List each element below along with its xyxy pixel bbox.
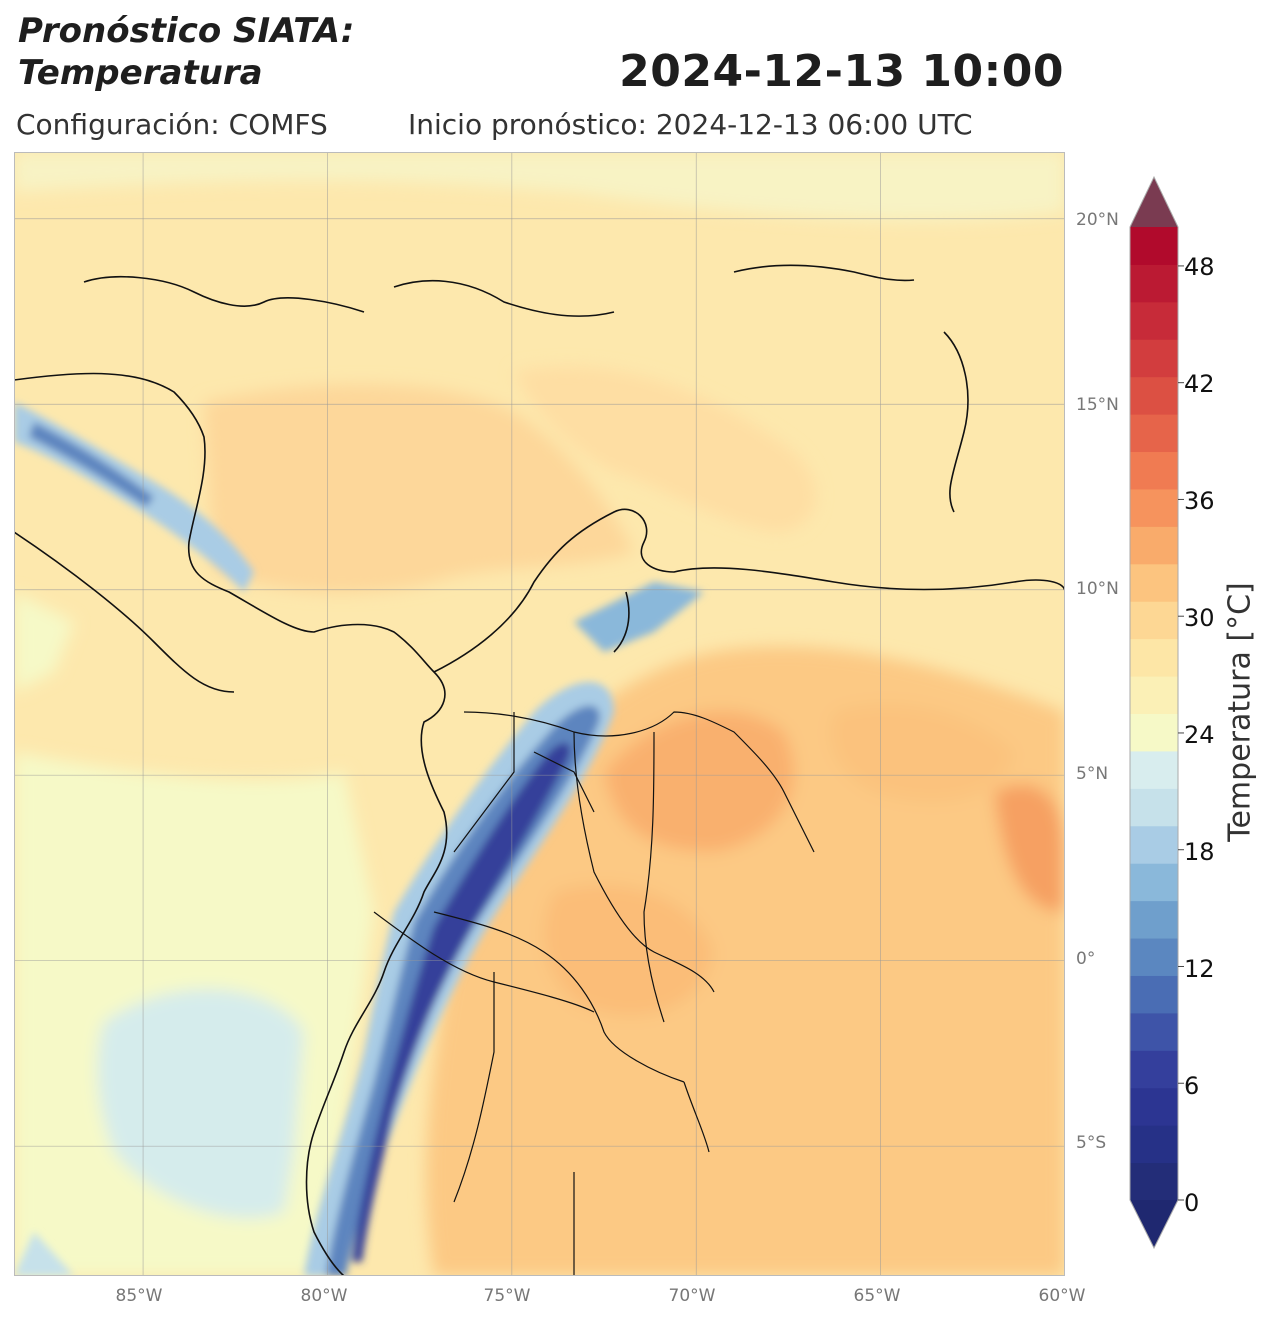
lat-tick-label: 10°N bbox=[1076, 579, 1119, 599]
coastlines bbox=[14, 264, 1065, 1276]
pacific-cool-areas bbox=[14, 592, 374, 1276]
colorbar-bin bbox=[1130, 376, 1178, 415]
colorbar-bin bbox=[1130, 339, 1178, 378]
colorbar-bin bbox=[1130, 900, 1178, 939]
lon-tick-label: 80°W bbox=[300, 1286, 348, 1306]
lon-tick-label: 60°W bbox=[1038, 1286, 1086, 1306]
colorbar-bin bbox=[1130, 488, 1178, 527]
colorbar-bin bbox=[1130, 1050, 1178, 1089]
colorbar-bin bbox=[1130, 1012, 1178, 1051]
colorbar-tick-label: 24 bbox=[1184, 721, 1215, 749]
colorbar-under-arrow bbox=[1130, 1200, 1178, 1248]
colorbar-tick-label: 36 bbox=[1184, 487, 1215, 515]
colorbar-tick-label: 18 bbox=[1184, 838, 1215, 866]
colorbar-bin bbox=[1130, 750, 1178, 789]
lon-tick-label: 85°W bbox=[115, 1286, 163, 1306]
colorbar-tick-label: 42 bbox=[1184, 370, 1215, 398]
valid-datetime: 2024-12-13 10:00 bbox=[619, 46, 1064, 97]
colorbar-tick-label: 48 bbox=[1184, 253, 1215, 281]
lat-tick-label: 20°N bbox=[1076, 210, 1119, 230]
title-line-2: Temperatura bbox=[18, 53, 263, 93]
forecast-start-label: Inicio pronóstico: 2024-12-13 06:00 UTC bbox=[408, 108, 973, 141]
lat-tick-label: 5°N bbox=[1076, 764, 1109, 784]
lat-tick-label: 5°S bbox=[1076, 1133, 1107, 1153]
colorbar-bin bbox=[1130, 975, 1178, 1014]
lon-tick-label: 65°W bbox=[853, 1286, 901, 1306]
colorbar-bin bbox=[1130, 301, 1178, 340]
colorbar-tick-label: 12 bbox=[1184, 955, 1215, 983]
lon-tick-label: 70°W bbox=[668, 1286, 716, 1306]
colorbar-bin bbox=[1130, 563, 1178, 602]
lat-tick-label: 15°N bbox=[1076, 395, 1119, 415]
colorbar-bin bbox=[1130, 825, 1178, 864]
title-line-1: Pronóstico SIATA: bbox=[18, 11, 355, 51]
colorbar-title: Temperatura [°C] bbox=[1222, 582, 1258, 842]
lon-tick-label: 75°W bbox=[483, 1286, 531, 1306]
land-warm-areas bbox=[426, 646, 1065, 1276]
colorbar-tick-label: 6 bbox=[1184, 1072, 1200, 1100]
colorbar-bin bbox=[1130, 1162, 1178, 1201]
colorbar-bin bbox=[1130, 526, 1178, 565]
colorbar-bin bbox=[1130, 227, 1178, 265]
political-borders bbox=[373, 711, 815, 1276]
lat-tick-label: 0° bbox=[1076, 949, 1096, 969]
colorbar-bin bbox=[1130, 676, 1178, 714]
warm-caribbean-areas bbox=[14, 152, 1065, 593]
colorbar-bin bbox=[1130, 638, 1178, 677]
temperature-map bbox=[14, 152, 1065, 1276]
colorbar-bin bbox=[1130, 414, 1178, 453]
colorbar-bin bbox=[1130, 264, 1178, 303]
colorbar-bin bbox=[1130, 713, 1178, 752]
colorbar-tick-label: 0 bbox=[1184, 1189, 1200, 1217]
colorbar-bin bbox=[1130, 451, 1178, 490]
colorbar-bin bbox=[1130, 788, 1178, 827]
colorbar-tick-label: 30 bbox=[1184, 604, 1215, 632]
colorbar-bin bbox=[1130, 1087, 1178, 1126]
configuration-label: Configuración: COMFS bbox=[16, 108, 328, 141]
colorbar-bin bbox=[1130, 863, 1178, 902]
forecast-title: Pronóstico SIATA: Temperatura bbox=[18, 10, 354, 94]
colorbar-bin bbox=[1130, 601, 1178, 640]
map-canvas bbox=[14, 152, 1065, 1276]
andes-cold-ridge bbox=[14, 402, 704, 1276]
colorbar-bin bbox=[1130, 938, 1178, 976]
colorbar-bin bbox=[1130, 1125, 1178, 1164]
temperature-colorbar bbox=[1129, 175, 1184, 1250]
graticule bbox=[14, 152, 1065, 1276]
colorbar-over-arrow bbox=[1130, 177, 1178, 227]
